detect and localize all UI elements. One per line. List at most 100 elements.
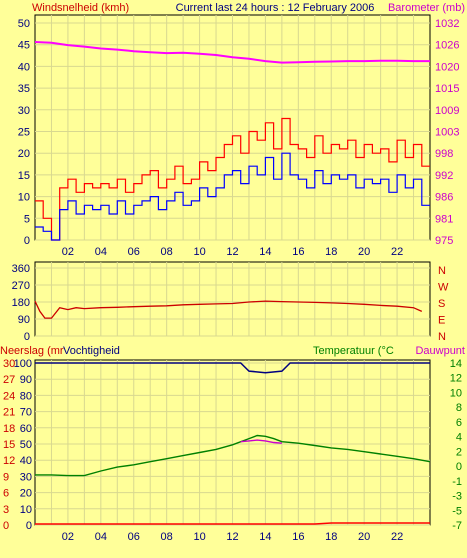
wind-x-tick-label: 14 [259,246,271,258]
humidity-y-tick-label: 20 [20,488,32,500]
temperature-y-tick-label: -1 [452,476,462,488]
humidity-y-tick-label: 100 [14,358,32,370]
wind-x-tick-label: 18 [325,246,337,258]
humidity-line [35,362,430,374]
wind-average-line [35,152,430,241]
dewpoint-line [240,439,282,444]
barometer-y-tick-label: 1032 [435,18,459,30]
barometer-y-tick-label: 1009 [435,105,459,117]
rain-y-tick-label: 12 [3,455,15,467]
wind-y-tick-label: 45 [18,40,30,52]
wind-y-tick-label: 20 [18,148,30,160]
temperature-y-tick-label: 8 [456,402,462,414]
barometer-y-tick-label: 981 [435,213,453,225]
rain-y-tick-label: 15 [3,439,15,451]
wind-x-tick-label: 20 [358,246,370,258]
wind-y-tick-label: 35 [18,83,30,95]
barometer-y-tick-label: 986 [435,192,453,204]
humidity-y-tick-label: 50 [20,439,32,451]
wind-speed-axis-label: Windsnelheid (kmh) [32,2,129,14]
temperature-y-tick-label: 6 [456,417,462,429]
wind-gust-line [35,117,430,241]
barometer-axis-label: Barometer (mb) [388,2,465,14]
wind-x-tick-label: 12 [226,246,238,258]
temperature-y-tick-label: 12 [450,373,462,385]
humidity-y-tick-label: 70 [20,407,32,419]
humidity-y-tick-label: 90 [20,374,32,386]
climate-x-tick-label: 20 [358,531,370,543]
barometer-y-tick-label: 975 [435,235,453,247]
climate-x-tick-label: 04 [95,531,107,543]
wind-y-tick-label: 40 [18,61,30,73]
climate-x-tick-label: 06 [128,531,140,543]
barometer-y-tick-label: 1026 [435,40,459,52]
temperature-y-tick-label: 2 [456,446,462,458]
direction-y-tick-label: 0 [24,331,30,343]
wind-x-tick-label: 16 [292,246,304,258]
compass-label: N [438,331,446,343]
climate-x-tick-label: 14 [259,531,271,543]
humidity-y-tick-label: 30 [20,471,32,483]
temperature-y-tick-label: -3 [452,491,462,503]
temperature-y-tick-label: -5 [452,505,462,517]
climate-x-tick-label: 02 [62,531,74,543]
barometer-y-tick-label: 1020 [435,61,459,73]
rain-y-tick-label: 21 [3,407,15,419]
climate-x-tick-label: 16 [292,531,304,543]
rain-line [35,522,430,525]
dewpoint-axis-label: Dauwpunt [415,345,465,357]
humidity-y-tick-label: 0 [26,520,32,532]
wind-y-tick-label: 25 [18,127,30,139]
temperature-axis-label: Temperatuur (°C [313,345,394,357]
barometer-line [34,41,430,64]
rain-y-tick-label: 30 [3,358,15,370]
temperature-y-tick-label: 0 [456,461,462,473]
wind-direction-line [34,300,423,319]
rain-axis-label: Neerslag (mr [0,345,64,357]
temperature-line [35,434,431,477]
wind-x-tick-label: 06 [128,246,140,258]
direction-y-tick-label: 90 [18,314,30,326]
wind-x-tick-label: 04 [95,246,107,258]
rain-y-tick-label: 18 [3,423,15,435]
wind-x-tick-label: 10 [193,246,205,258]
climate-x-tick-label: 18 [325,531,337,543]
rain-y-tick-label: 3 [3,504,9,516]
wind-x-tick-label: 02 [62,246,74,258]
humidity-axis-label: Vochtigheid [63,345,120,357]
rain-y-tick-label: 24 [3,390,15,402]
rain-y-tick-label: 9 [3,471,9,483]
temperature-y-tick-label: 4 [456,432,462,444]
wind-x-tick-label: 08 [161,246,173,258]
rain-y-tick-label: 6 [3,488,9,500]
direction-y-tick-label: 270 [12,280,30,292]
humidity-y-tick-label: 10 [20,504,32,516]
climate-x-tick-label: 22 [391,531,403,543]
wind-x-tick-label: 22 [391,246,403,258]
chart-title: Current last 24 hours : 12 February 2006 [176,2,375,14]
barometer-y-tick-label: 992 [435,170,453,182]
climate-x-tick-label: 12 [226,531,238,543]
wind-y-tick-label: 0 [24,235,30,247]
wind-y-tick-label: 5 [24,213,30,225]
climate-x-tick-label: 08 [161,531,173,543]
direction-y-tick-label: 180 [12,297,30,309]
barometer-y-tick-label: 1015 [435,83,459,95]
wind-y-tick-label: 30 [18,105,30,117]
temperature-y-tick-label: 10 [450,387,462,399]
compass-label: W [438,282,449,294]
humidity-y-tick-label: 60 [20,423,32,435]
barometer-y-tick-label: 998 [435,148,453,160]
direction-y-tick-label: 360 [12,263,30,275]
humidity-y-tick-label: 40 [20,455,32,467]
compass-label: S [438,298,445,310]
wind-y-tick-label: 10 [18,192,30,204]
humidity-y-tick-label: 80 [20,390,32,402]
wind-y-tick-label: 50 [18,18,30,30]
temperature-y-tick-label: -7 [452,520,462,532]
compass-label: N [438,265,446,277]
climate-x-tick-label: 10 [193,531,205,543]
temperature-y-tick-label: 14 [450,358,462,370]
